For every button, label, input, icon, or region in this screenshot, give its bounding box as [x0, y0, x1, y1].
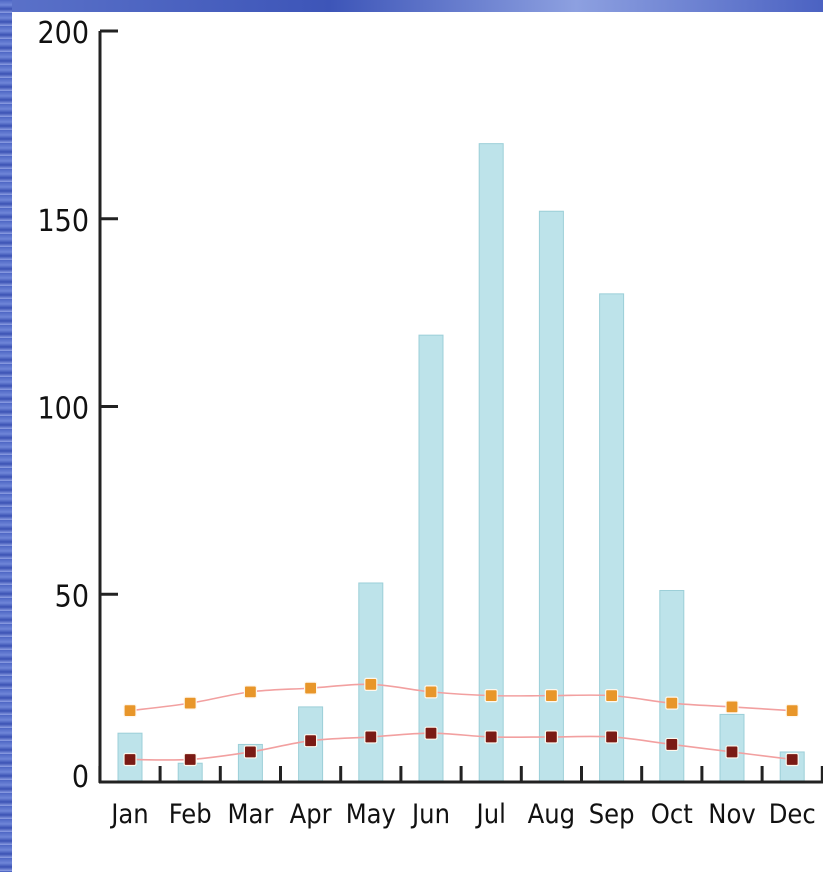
x-tick-label-mar: Mar — [227, 799, 273, 830]
line-series-1-point-may — [364, 677, 378, 691]
bar-jul — [478, 143, 504, 783]
line-series-2-curve — [129, 732, 793, 761]
axes — [98, 31, 823, 784]
line-series — [123, 677, 799, 767]
y-tick-label: 150 — [37, 204, 89, 239]
line-series-1-point-sep — [604, 689, 619, 703]
line-series-2-point-feb — [183, 752, 197, 767]
x-tick-label-oct: Oct — [651, 799, 693, 830]
bar-series — [117, 143, 805, 783]
x-tick-label-may: May — [346, 799, 396, 830]
y-axis-ticks: 0 50 100 150 200 — [37, 16, 118, 795]
line-series-2-point-dec — [785, 752, 799, 767]
x-tick-label-feb: Feb — [169, 799, 212, 830]
y-tick-label: 0 — [72, 760, 89, 795]
line-series-1-point-mar — [243, 685, 257, 699]
line-series-2-point-jan — [123, 752, 137, 767]
x-tick-label-apr: Apr — [290, 799, 332, 830]
line-series-2-point-nov — [725, 745, 739, 759]
bar-aug — [538, 210, 564, 783]
bar-sep — [599, 293, 625, 783]
line-series-1-point-jun — [424, 685, 438, 699]
y-tick-label: 100 — [37, 392, 89, 427]
line-series-2-point-may — [364, 730, 378, 744]
line-series-2-point-oct — [665, 737, 679, 752]
slide-frame-top — [0, 0, 823, 12]
line-series-2-point-apr — [304, 734, 318, 748]
x-tick-label-sep: Sep — [589, 799, 635, 830]
slide-frame-left — [0, 0, 12, 872]
line-series-2-point-jul — [484, 730, 498, 744]
y-tick-label: 50 — [55, 579, 89, 614]
bar-oct — [659, 589, 685, 783]
x-tick-label-nov: Nov — [708, 799, 755, 830]
line-series-1-point-dec — [785, 704, 799, 718]
x-tick-label-jan: Jan — [109, 799, 148, 830]
x-tick-label-jul: Jul — [475, 799, 506, 830]
line-series-1-point-jan — [123, 704, 137, 718]
line-series-2-point-sep — [604, 730, 619, 744]
line-series-1-point-jul — [484, 689, 498, 703]
y-tick-label: 200 — [37, 16, 89, 51]
x-tick-label-dec: Dec — [769, 799, 816, 830]
line-series-1-point-feb — [183, 696, 197, 710]
line-series-1-point-aug — [544, 689, 559, 703]
line-series-1-point-nov — [725, 700, 739, 714]
line-series-1-curve — [129, 683, 793, 712]
line-series-2-point-jun — [424, 726, 438, 740]
line-series-1-point-apr — [304, 681, 318, 695]
line-series-1-point-oct — [665, 696, 679, 710]
x-tick-label-aug: Aug — [528, 799, 575, 830]
x-axis-ticks: Jan Feb Mar Apr May Jun Jul Aug Sep Oct Nov Dec — [98, 766, 823, 830]
line-series-2-point-aug — [544, 730, 559, 744]
x-tick-label-jun: Jun — [410, 799, 450, 830]
bar-jun — [418, 334, 444, 783]
line-series-2-point-mar — [243, 745, 257, 759]
